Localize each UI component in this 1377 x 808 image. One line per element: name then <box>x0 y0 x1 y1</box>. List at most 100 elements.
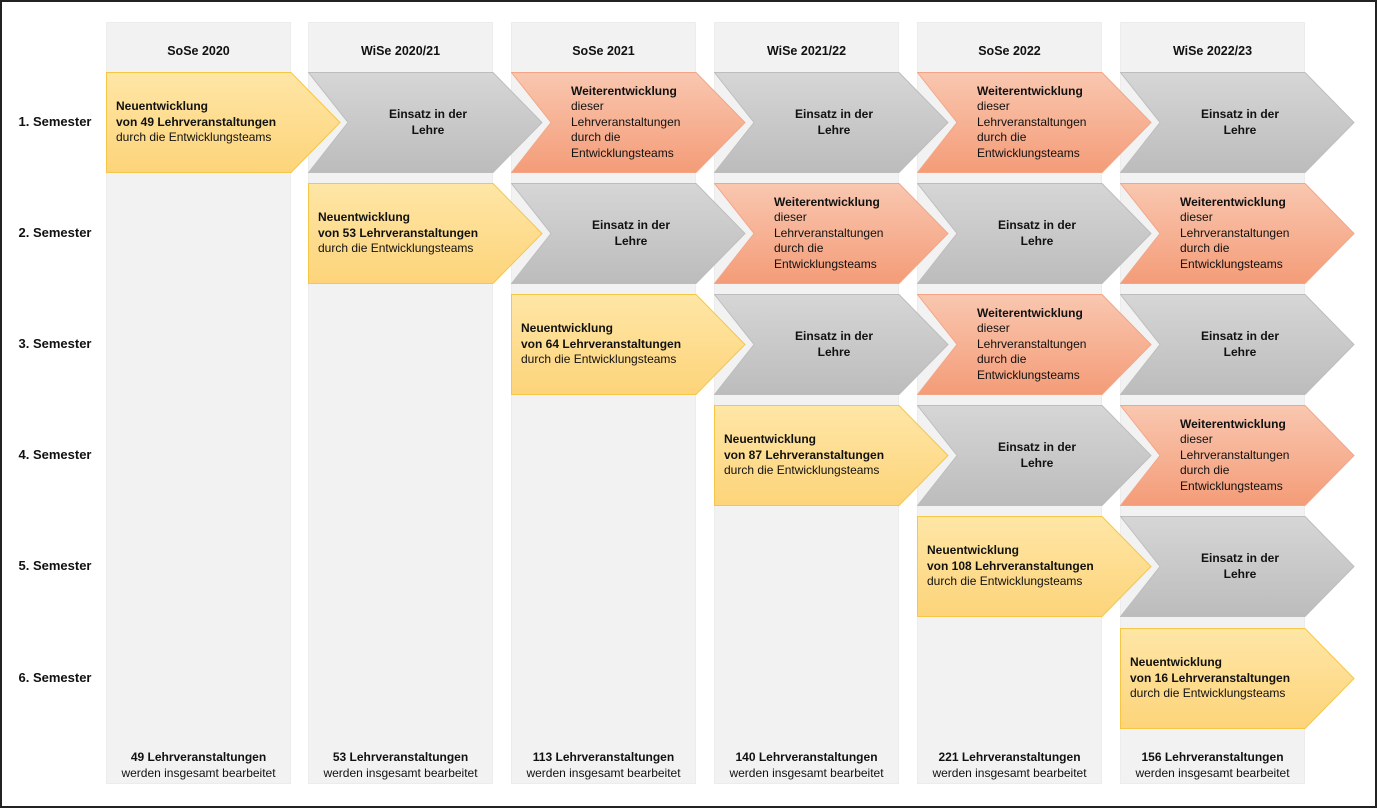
phase-detail: durch die Entwicklungsteams <box>927 574 1083 589</box>
phase-detail: Entwicklungsteams <box>977 145 1080 160</box>
column-header: WiSe 2020/21 <box>360 44 441 58</box>
phase-detail: durch die Entwicklungsteams <box>1130 686 1286 701</box>
phase-detail: dieser <box>1180 210 1213 225</box>
arrow-shape <box>714 72 949 173</box>
phase-text: Einsatz in der Lehre <box>947 405 1127 506</box>
phase-title: Neuentwicklung <box>318 210 411 225</box>
arrow-polygon <box>1120 405 1355 506</box>
arrow-shape <box>1120 72 1355 173</box>
phase-title: von 49 Lehrveranstaltungen <box>116 114 277 129</box>
phase-title: Neuentwicklung <box>1130 655 1223 670</box>
phase-detail: Lehrveranstaltungen <box>977 336 1087 351</box>
phase-arrow-use: Einsatz in der Lehre <box>1120 516 1356 617</box>
arrow-polygon <box>714 294 949 395</box>
arrow-polygon <box>1120 628 1355 729</box>
phase-text: Einsatz in der Lehre <box>744 294 924 395</box>
phase-detail: durch die <box>977 130 1027 145</box>
phase-title: Lehre <box>817 122 851 137</box>
arrow-shape <box>1120 183 1355 284</box>
arrow-polygon <box>308 72 543 173</box>
phase-title: Einsatz in der <box>1200 329 1280 343</box>
arrow-shape <box>1120 294 1355 395</box>
arrow-polygon <box>917 183 1152 284</box>
phase-arrow-further: Weiterentwicklung dieser Lehrveranstaltung… <box>917 294 1153 395</box>
phase-title: Einsatz in der <box>997 440 1077 454</box>
column-total: 53 Lehrveranstaltungen werden insgesamt b… <box>308 749 493 781</box>
arrow-polygon <box>1120 294 1355 395</box>
phase-detail: durch die <box>774 241 824 256</box>
phase-title: Lehre <box>817 344 851 359</box>
arrow-polygon <box>106 72 341 173</box>
row-label: 6. Semester <box>18 670 92 685</box>
arrow-shape <box>714 294 949 395</box>
arrow-polygon <box>511 183 746 284</box>
arrow-polygon <box>1120 183 1355 284</box>
phase-arrow-use: Einsatz in der Lehre <box>511 183 747 284</box>
phase-detail: dieser <box>1180 432 1213 447</box>
arrow-polygon <box>917 294 1152 395</box>
phase-detail: Lehrveranstaltungen <box>977 114 1087 129</box>
phase-title: Weiterentwicklung <box>571 83 677 98</box>
phase-arrow-use: Einsatz in der Lehre <box>917 183 1153 284</box>
phase-arrow-use: Einsatz in der Lehre <box>714 72 950 173</box>
phase-detail: durch die <box>1180 463 1230 478</box>
column-total: 113 Lehrveranstaltungen werden insgesamt … <box>511 749 696 781</box>
phase-text: Weiterentwicklung dieser Lehrveranstaltung… <box>1180 183 1350 284</box>
column-total: 140 Lehrveranstaltungen werden insgesamt … <box>714 749 899 781</box>
total-count: 140 Lehrveranstaltungen <box>735 750 878 764</box>
phase-text: Einsatz in der Lehre <box>1150 516 1330 617</box>
column-total: 49 Lehrveranstaltungen werden insgesamt b… <box>106 749 291 781</box>
total-count: 113 Lehrveranstaltungen <box>532 750 675 764</box>
phase-arrow-use: Einsatz in der Lehre <box>1120 72 1356 173</box>
phase-title: Neuentwicklung <box>927 543 1020 558</box>
row-label: 4. Semester <box>18 447 92 462</box>
column-header: SoSe 2021 <box>572 44 635 58</box>
arrow-polygon <box>917 516 1152 617</box>
column-total: 221 Lehrveranstaltungen werden insgesamt … <box>917 749 1102 781</box>
phase-text: Einsatz in der Lehre <box>744 72 924 173</box>
phase-arrow-new: Neuentwicklung von 87 Lehrveranstaltungen… <box>714 405 950 506</box>
phase-detail: durch die Entwicklungsteams <box>116 130 272 145</box>
phase-text: Einsatz in der Lehre <box>1150 294 1330 395</box>
phase-detail: Lehrveranstaltungen <box>774 225 884 240</box>
phase-arrow-new: Neuentwicklung von 49 Lehrveranstaltungen… <box>106 72 342 173</box>
arrow-shape <box>106 72 341 173</box>
phase-title: Weiterentwicklung <box>1180 416 1286 431</box>
phase-detail: durch die Entwicklungsteams <box>724 463 880 478</box>
phase-arrow-use: Einsatz in der Lehre <box>917 405 1153 506</box>
total-count: 49 Lehrveranstaltungen <box>130 750 267 764</box>
phase-text: Neuentwicklung von 108 Lehrveranstaltunge… <box>927 516 1147 617</box>
arrow-shape <box>1120 405 1355 506</box>
phase-text: Neuentwicklung von 87 Lehrveranstaltungen… <box>724 405 944 506</box>
phase-detail: Entwicklungsteams <box>977 367 1080 382</box>
phase-arrow-further: Weiterentwicklung dieser Lehrveranstaltung… <box>1120 183 1356 284</box>
phase-arrow-further: Weiterentwicklung dieser Lehrveranstaltung… <box>511 72 747 173</box>
phase-text: Neuentwicklung von 53 Lehrveranstaltungen… <box>318 183 538 284</box>
arrow-shape <box>917 405 1152 506</box>
arrow-shape <box>1120 628 1355 729</box>
phase-title: Weiterentwicklung <box>977 83 1083 98</box>
phase-text: Neuentwicklung von 16 Lehrveranstaltungen… <box>1130 628 1350 729</box>
total-caption: werden insgesamt bearbeitet <box>526 766 681 780</box>
arrow-polygon <box>917 72 1152 173</box>
phase-title: Lehre <box>1223 122 1257 137</box>
phase-text: Einsatz in der Lehre <box>338 72 518 173</box>
arrow-shape <box>308 183 543 284</box>
phase-title: Lehre <box>1020 455 1054 470</box>
column-header: WiSe 2021/22 <box>766 44 847 58</box>
arrow-shape <box>917 516 1152 617</box>
phase-title: Einsatz in der <box>794 107 874 121</box>
total-caption: werden insgesamt bearbeitet <box>1135 766 1290 780</box>
phase-title: Einsatz in der <box>794 329 874 343</box>
total-caption: werden insgesamt bearbeitet <box>323 766 478 780</box>
arrow-polygon <box>1120 516 1355 617</box>
arrow-polygon <box>714 72 949 173</box>
phase-detail: durch die <box>1180 241 1230 256</box>
arrow-shape <box>917 183 1152 284</box>
phase-title: Einsatz in der <box>1200 551 1280 565</box>
arrow-shape <box>511 294 746 395</box>
arrow-polygon <box>511 294 746 395</box>
phase-arrow-further: Weiterentwicklung dieser Lehrveranstaltung… <box>1120 405 1356 506</box>
phase-title: Einsatz in der <box>388 107 468 121</box>
